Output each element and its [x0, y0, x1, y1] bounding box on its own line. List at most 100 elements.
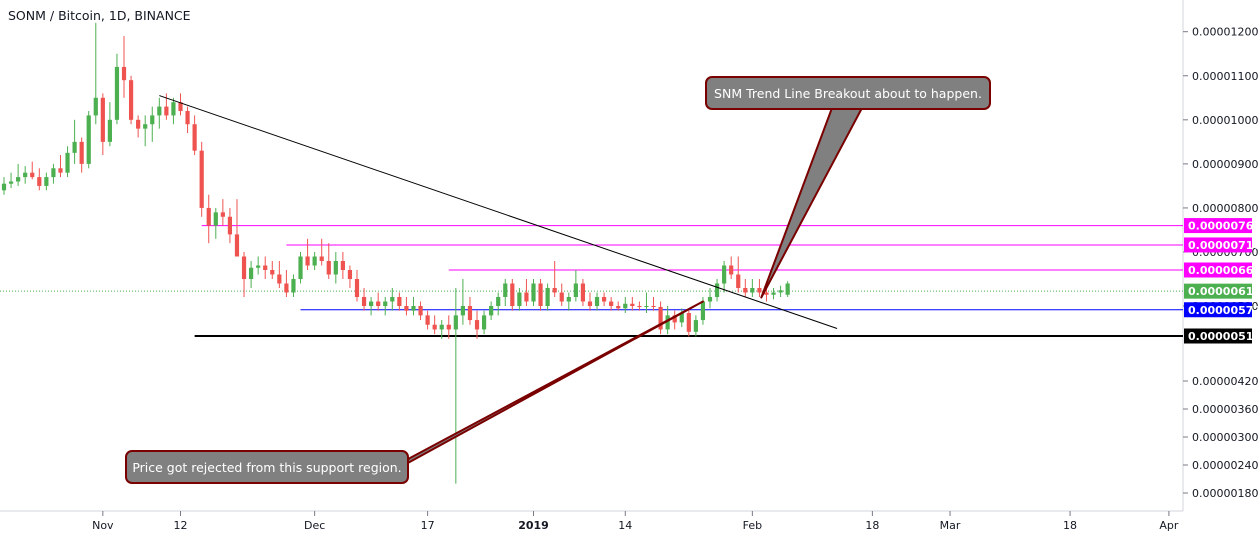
- x-tick-label: Dec: [304, 519, 325, 532]
- candle-body: [496, 297, 501, 306]
- y-tick-label: 0.00000240: [1192, 459, 1258, 472]
- candle-body: [185, 111, 190, 125]
- candle-body: [23, 172, 28, 178]
- candle-body: [467, 306, 473, 321]
- price-tag: [1184, 302, 1252, 318]
- price-tag: [1184, 328, 1252, 344]
- candle-body: [241, 256, 247, 279]
- candle-body: [192, 124, 197, 151]
- candle-body: [531, 283, 536, 302]
- candle-body: [270, 270, 275, 275]
- candle-body: [707, 297, 713, 302]
- candle-body: [679, 313, 684, 323]
- candle-body: [361, 297, 367, 306]
- candle-body: [524, 292, 529, 302]
- callout-pointer-breakout: [760, 107, 863, 299]
- candle-body: [609, 301, 614, 306]
- candle-body: [312, 256, 317, 266]
- candle-body: [580, 283, 586, 302]
- candle-body: [404, 306, 409, 311]
- price-tag: [1184, 218, 1252, 234]
- candle-body: [460, 306, 465, 316]
- candle-body: [136, 119, 141, 129]
- candle-body: [602, 297, 607, 302]
- candle-body: [481, 315, 487, 330]
- candle-body: [771, 292, 776, 295]
- candle-body: [319, 256, 324, 261]
- y-tick-label: 0.00000360: [1192, 403, 1258, 416]
- price-tag-label: 0.00000572: [1188, 304, 1260, 317]
- candle-body: [171, 102, 176, 116]
- candle-body: [446, 324, 451, 330]
- candle-body: [778, 290, 783, 293]
- candle-body: [489, 306, 494, 316]
- price-tag: [1184, 237, 1252, 253]
- x-tick-label: 12: [174, 519, 188, 532]
- candle-body: [199, 150, 204, 208]
- candle-body: [566, 297, 571, 302]
- candle-body: [354, 279, 360, 297]
- x-tick-label: 17: [421, 519, 435, 532]
- support-callout-box: [125, 450, 409, 484]
- candle-body: [79, 141, 84, 164]
- candle-body: [594, 297, 600, 306]
- y-tick-label: 0.00000800: [1192, 202, 1258, 215]
- price-tag-label: 0.00000660: [1188, 264, 1260, 277]
- candle-body: [587, 301, 593, 306]
- candle-body: [651, 306, 656, 307]
- candle-body: [30, 172, 35, 178]
- price-tag: [1184, 262, 1252, 278]
- candle-body: [545, 288, 550, 306]
- candle-body: [227, 216, 233, 235]
- chart-title: SONM / Bitcoin, 1D, BINANCE: [8, 8, 191, 23]
- candle-body: [616, 306, 621, 309]
- candle-body: [453, 315, 458, 330]
- candle-body: [178, 102, 183, 112]
- candle-body: [326, 261, 331, 275]
- candle-body: [51, 168, 56, 178]
- candle-body: [418, 306, 423, 316]
- price-tag-label: 0.00000716: [1188, 239, 1260, 252]
- y-tick-label: 0.00001100: [1192, 70, 1258, 83]
- candle-body: [369, 301, 374, 306]
- candle-body: [150, 115, 155, 125]
- candle-body: [764, 292, 769, 295]
- candle-body: [37, 177, 42, 186]
- candle-body: [559, 292, 564, 302]
- candle-body: [220, 212, 225, 217]
- candle-body: [552, 288, 557, 293]
- candle-body: [538, 283, 543, 306]
- x-tick-label: 18: [865, 519, 879, 532]
- candle-body: [700, 301, 706, 321]
- x-tick-label: Apr: [1159, 519, 1179, 532]
- candle-body: [347, 270, 353, 279]
- price-tag: [1184, 283, 1252, 299]
- price-tag-label: 0.00000516: [1188, 330, 1260, 343]
- y-tick-label: 0.00000420: [1192, 375, 1258, 388]
- candle-body: [298, 256, 303, 279]
- candle-body: [510, 283, 515, 306]
- y-tick-label: 0.00001000: [1192, 114, 1258, 127]
- candle-body: [644, 306, 649, 307]
- candle-body: [722, 265, 727, 284]
- candle-body: [164, 106, 169, 116]
- x-tick-label: Feb: [743, 519, 762, 532]
- trend-line: [159, 95, 838, 329]
- candle-body: [86, 115, 91, 164]
- candle-body: [686, 313, 691, 332]
- candle-body: [517, 292, 522, 306]
- candle-body: [107, 119, 112, 142]
- candle-body: [93, 97, 98, 116]
- candle-body: [333, 261, 338, 275]
- x-tick-label: Mar: [940, 519, 961, 532]
- candle-body: [234, 234, 240, 257]
- price-tag-label: 0.00000760: [1188, 220, 1260, 233]
- candle-body: [637, 306, 642, 307]
- candle-body: [439, 324, 444, 330]
- candle-body: [44, 177, 49, 186]
- candle-body: [432, 324, 437, 330]
- candle-body: [736, 274, 741, 288]
- y-tick-label: 0.00001200: [1192, 26, 1258, 39]
- candle-body: [121, 66, 127, 81]
